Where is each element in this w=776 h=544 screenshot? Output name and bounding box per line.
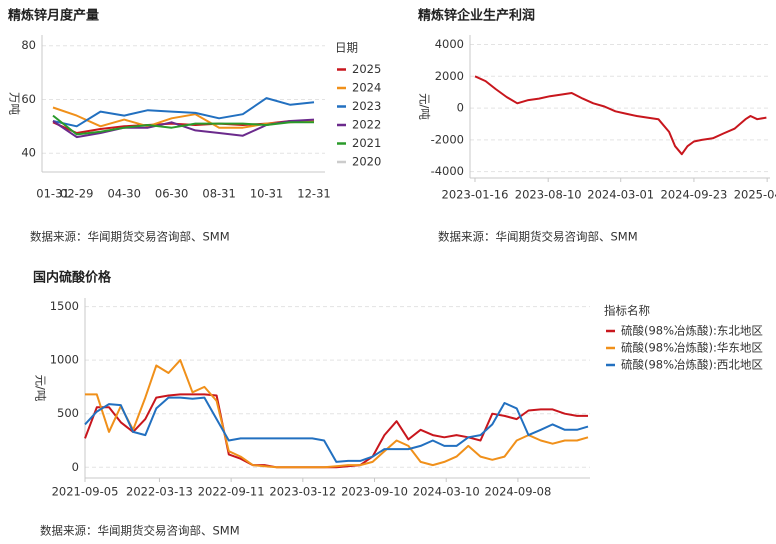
legend-label: 2022 [352,118,381,132]
x-tick-label: 06-30 [155,187,188,201]
x-tick-label: 2023-08-10 [515,188,582,202]
chart-title: 精炼锌企业生产利润 [418,8,535,24]
legend-label: 2025 [352,62,381,76]
y-tick-label: 60 [21,92,36,106]
x-tick-label: 10-31 [250,187,283,201]
series-line [85,359,589,469]
x-tick-label: 02-29 [60,187,93,201]
x-tick-label: 12-31 [297,187,330,201]
x-tick-label: 2024-09-08 [484,485,551,499]
y-tick-label: -4000 [431,164,464,178]
x-tick-label: 2024-03-10 [413,485,480,499]
source-note: 数据来源：华闻期货交易咨询部、SMM [30,230,230,244]
legend-label: 硫酸(98%冶炼酸):华东地区 [621,341,763,355]
series-line [52,97,315,128]
legend-title: 日期 [335,41,358,55]
x-tick-label: 2023-09-10 [341,485,408,499]
y-tick-label: 40 [21,146,36,160]
y-tick-label: 0 [72,460,79,474]
legend-title: 指标名称 [604,304,650,318]
x-tick-label: 01-31 [36,187,69,201]
series-line [474,75,767,156]
y-tick-label: -2000 [431,132,464,146]
x-tick-label: 2021-09-05 [52,485,119,499]
series-line [84,393,588,469]
legend-label: 2021 [352,136,381,150]
y-tick-label: 1000 [50,353,79,367]
y-axis-label: 元/吨 [418,93,432,120]
chart-title: 精炼锌月度产量 [8,8,99,24]
source-note: 数据来源：华闻期货交易咨询部、SMM [40,524,240,538]
x-tick-label: 2024-03-01 [587,188,654,202]
x-tick-label: 04-30 [107,187,140,201]
y-tick-label: 4000 [435,37,464,51]
legend-label: 2024 [352,81,381,95]
x-tick-label: 08-31 [202,187,235,201]
series-line [52,114,314,136]
x-tick-label: 2025-04-17 [734,188,776,202]
legend-label: 硫酸(98%冶炼酸):东北地区 [621,324,763,338]
y-tick-label: 80 [21,38,36,52]
source-note: 数据来源：华闻期货交易咨询部、SMM [438,230,638,244]
chart-title: 国内硫酸价格 [33,270,112,286]
x-tick-label: 2022-03-13 [126,485,193,499]
series-line [84,396,589,463]
legend-label: 2023 [352,99,381,113]
y-tick-label: 1500 [50,299,79,313]
y-axis-label: 元/吨 [34,375,48,402]
legend-label: 2020 [352,155,381,169]
x-tick-label: 2023-01-16 [442,188,509,202]
y-axis-label: 万吨 [8,92,22,115]
legend-label: 硫酸(98%冶炼酸):西北地区 [621,358,763,372]
y-tick-label: 0 [457,101,464,115]
x-tick-label: 2022-09-11 [198,485,265,499]
y-tick-label: 2000 [435,69,464,83]
y-tick-label: 500 [57,406,79,420]
x-tick-label: 2023-03-12 [269,485,336,499]
x-tick-label: 2024-09-23 [661,188,728,202]
